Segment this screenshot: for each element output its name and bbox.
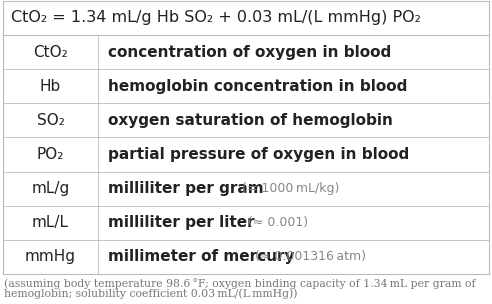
Text: mL/L: mL/L xyxy=(32,215,69,230)
Text: (= 1000 mL/kg): (= 1000 mL/kg) xyxy=(238,182,339,195)
Text: CtO₂: CtO₂ xyxy=(33,45,68,60)
Bar xyxy=(3,1,489,274)
Text: oxygen saturation of hemoglobin: oxygen saturation of hemoglobin xyxy=(108,113,393,128)
Text: mmHg: mmHg xyxy=(25,249,76,264)
Text: mL/g: mL/g xyxy=(31,181,70,196)
Text: (assuming body temperature 98.6 °F; oxygen binding capacity of 1.34 mL per gram : (assuming body temperature 98.6 °F; oxyg… xyxy=(4,278,476,289)
Text: hemoglobin; solubility coefficient 0.03 mL/(L mmHg)): hemoglobin; solubility coefficient 0.03 … xyxy=(4,288,298,299)
Text: (≈ 0.001316 atm): (≈ 0.001316 atm) xyxy=(251,250,366,264)
Text: CtO₂ = 1.34 mL/g Hb SO₂ + 0.03 mL/(L mmHg) PO₂: CtO₂ = 1.34 mL/g Hb SO₂ + 0.03 mL/(L mmH… xyxy=(11,10,421,25)
Text: (≈ 0.001): (≈ 0.001) xyxy=(245,216,308,229)
Text: PO₂: PO₂ xyxy=(37,147,64,162)
Text: milliliter per liter: milliliter per liter xyxy=(108,215,255,230)
Text: Hb: Hb xyxy=(40,79,61,94)
Text: milliliter per gram: milliliter per gram xyxy=(108,181,264,196)
Text: hemoglobin concentration in blood: hemoglobin concentration in blood xyxy=(108,79,407,94)
Text: SO₂: SO₂ xyxy=(36,113,64,128)
Text: concentration of oxygen in blood: concentration of oxygen in blood xyxy=(108,45,391,60)
Text: partial pressure of oxygen in blood: partial pressure of oxygen in blood xyxy=(108,147,409,162)
Text: millimeter of mercury: millimeter of mercury xyxy=(108,249,295,264)
